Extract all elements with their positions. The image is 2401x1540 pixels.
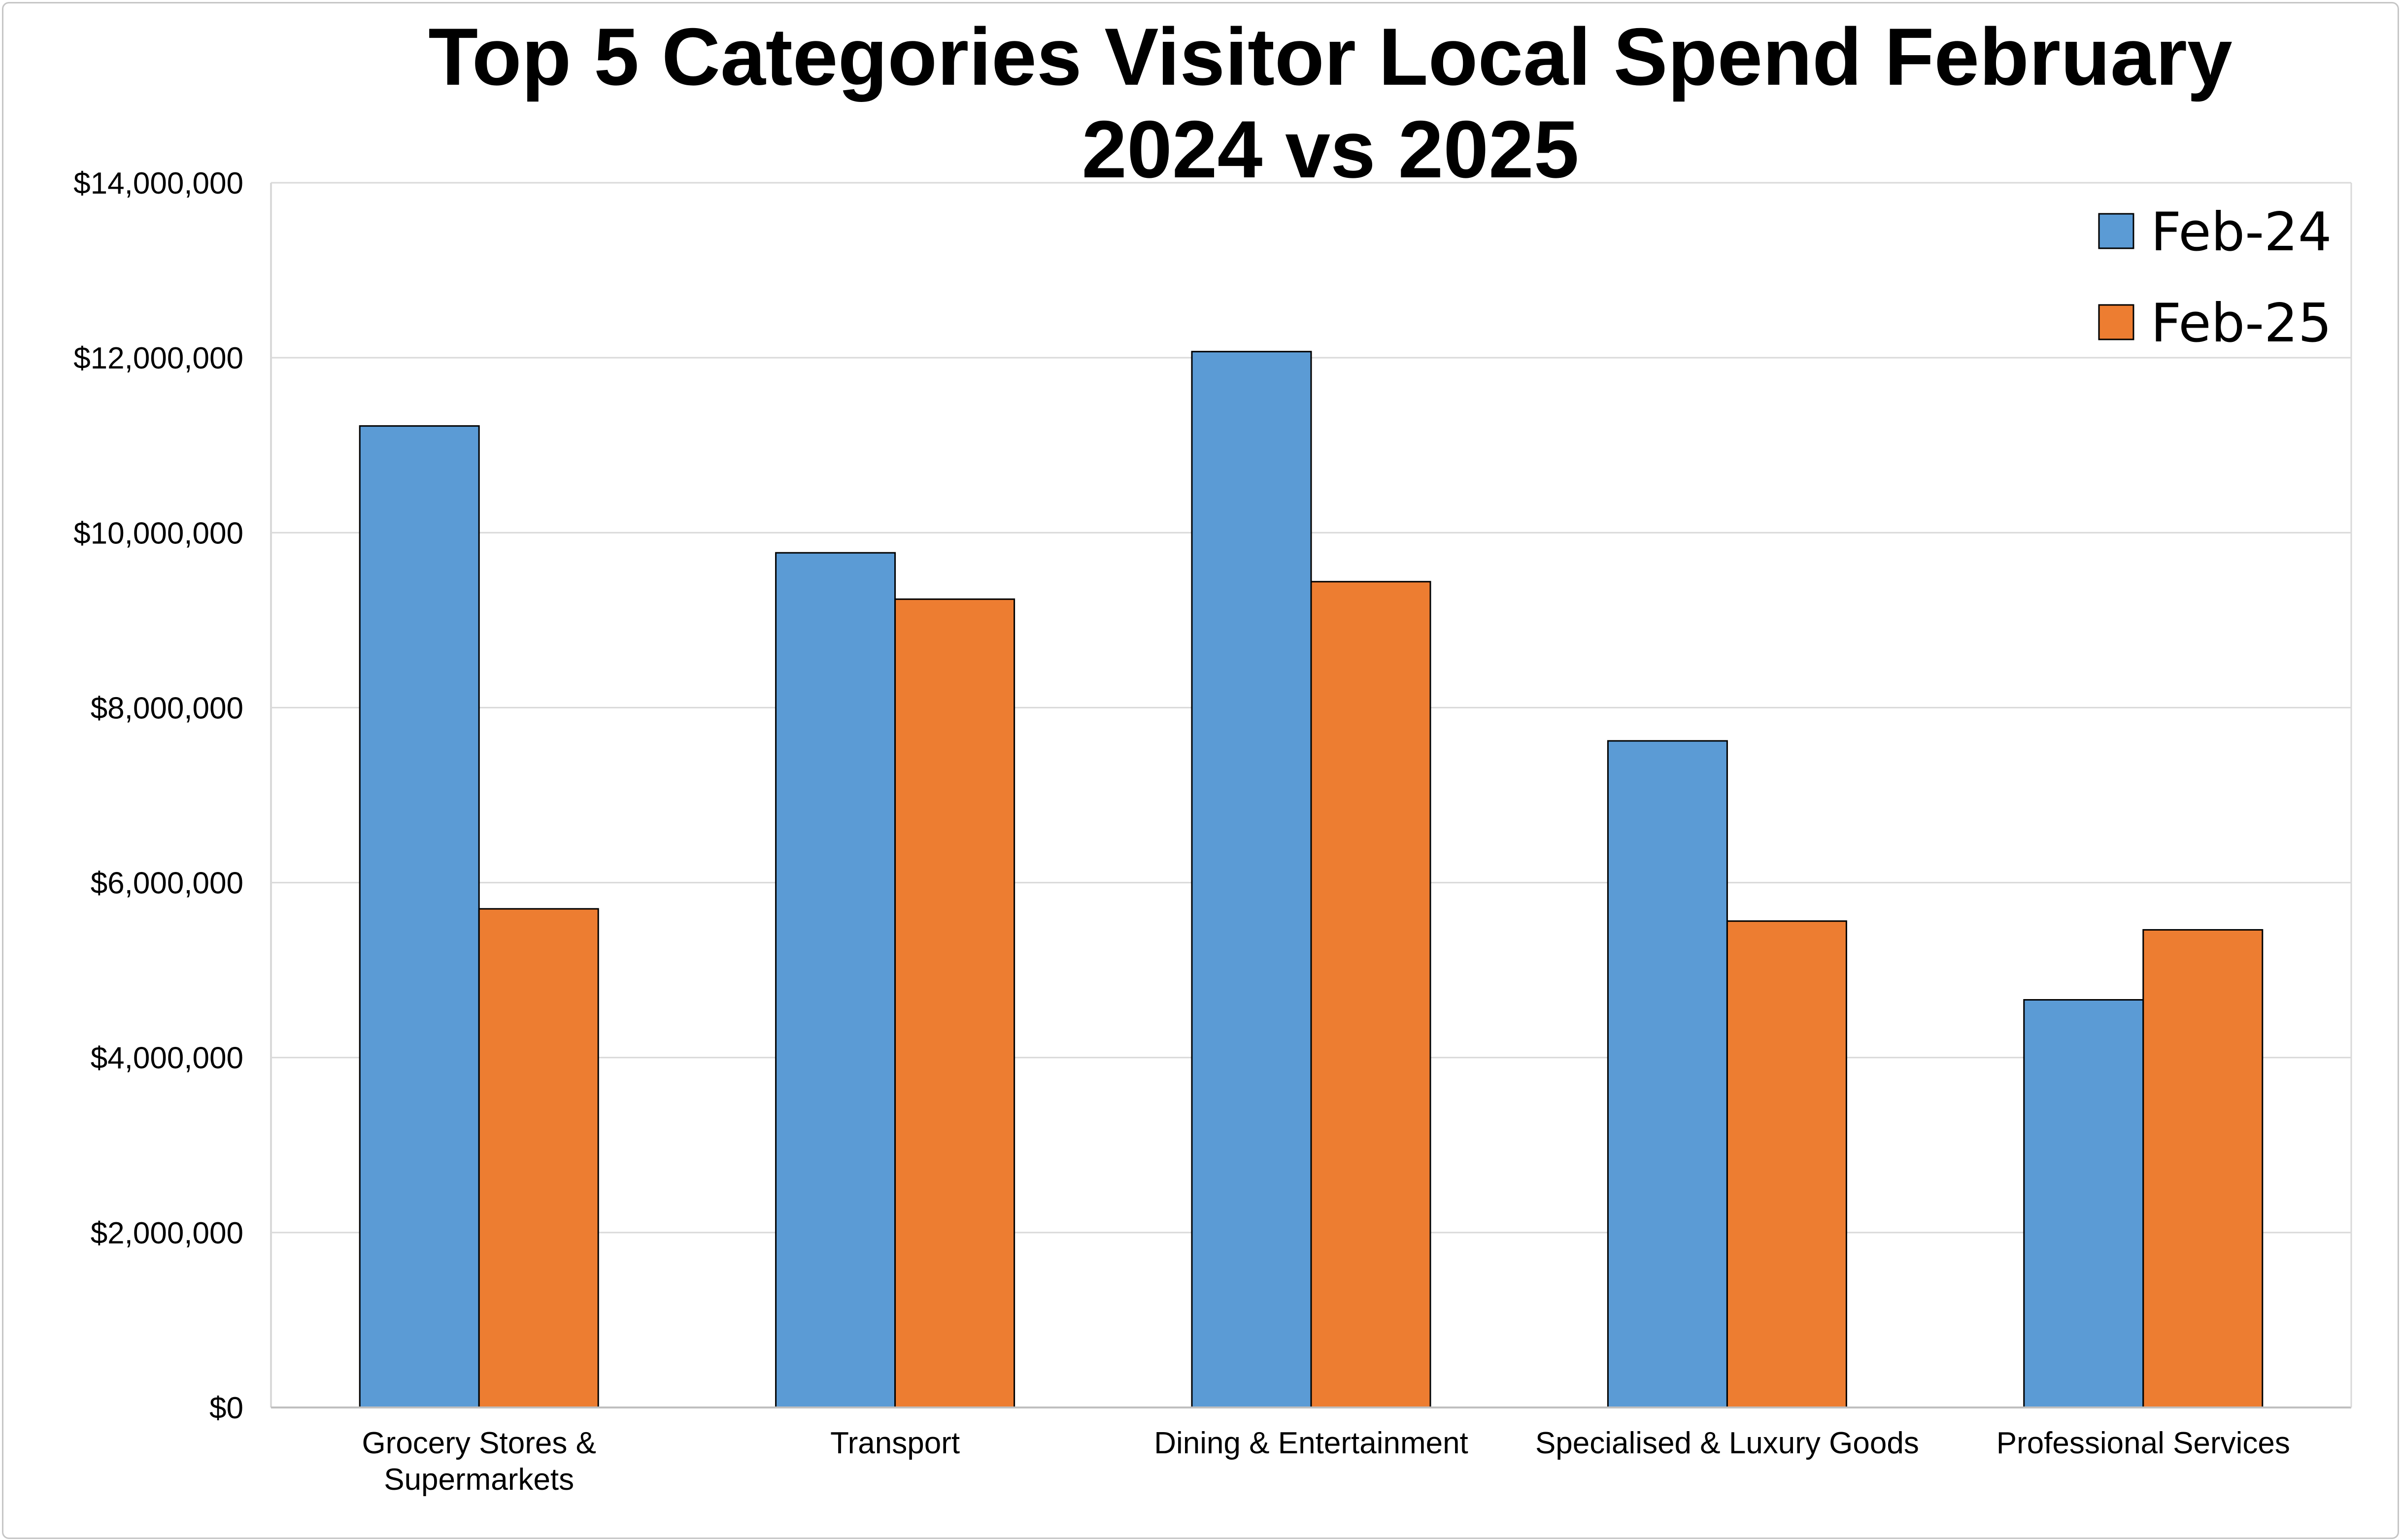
x-category-label: Professional Services <box>1996 1426 2290 1460</box>
legend-swatch-feb-25 <box>2098 304 2134 340</box>
chart-title-line-2: 2024 vs 2025 <box>1082 104 1579 195</box>
x-category-label: Specialised & Luxury Goods <box>1535 1426 1919 1460</box>
x-category-label: Dining & Entertainment <box>1154 1426 1468 1460</box>
y-axis-tick-labels: $0 $2,000,000 $4,000,000 $6,000,000 $8,000,0… <box>73 167 243 1425</box>
bar-feb-24-4 <box>1607 740 1728 1408</box>
bar-feb-25-4 <box>1726 920 1847 1408</box>
x-category-label: Transport <box>830 1426 960 1460</box>
y-tick-label: $8,000,000 <box>91 691 243 725</box>
chart-title-line-1: Top 5 Categories Visitor Local Spend Feb… <box>428 11 2232 102</box>
x-category-label: Grocery Stores & <box>362 1426 596 1460</box>
y-tick-label: $2,000,000 <box>91 1216 243 1250</box>
bar-feb-24-3 <box>1191 351 1312 1408</box>
bar-feb-24-1 <box>359 425 480 1408</box>
x-axis-category-labels: Grocery Stores &Supermarkets Transport Din… <box>362 1426 2290 1497</box>
x-category-label: Supermarkets <box>384 1463 574 1497</box>
y-tick-label: $4,000,000 <box>91 1041 243 1075</box>
legend: Feb-24 Feb-25 <box>2098 201 2332 354</box>
bar-feb-25-3 <box>1310 581 1431 1408</box>
legend-swatch-feb-24 <box>2098 213 2134 249</box>
y-tick-label: $0 <box>209 1391 243 1425</box>
bar-feb-25-2 <box>894 598 1015 1408</box>
legend-label-feb-24: Feb-24 <box>2151 201 2332 263</box>
legend-label-feb-25: Feb-25 <box>2151 293 2332 354</box>
bar-feb-24-5 <box>2023 999 2144 1408</box>
bar-feb-25-1 <box>478 908 599 1408</box>
y-tick-label: $12,000,000 <box>73 341 243 375</box>
bar-feb-24-2 <box>775 552 896 1408</box>
y-tick-label: $6,000,000 <box>91 867 243 901</box>
bars <box>359 351 2264 1408</box>
chart-title: Top 5 Categories Visitor Local Spend Feb… <box>428 11 2232 195</box>
bar-feb-25-5 <box>2142 929 2264 1408</box>
axes <box>270 183 2352 1408</box>
y-tick-label: $14,000,000 <box>73 167 243 201</box>
y-tick-label: $10,000,000 <box>73 516 243 550</box>
